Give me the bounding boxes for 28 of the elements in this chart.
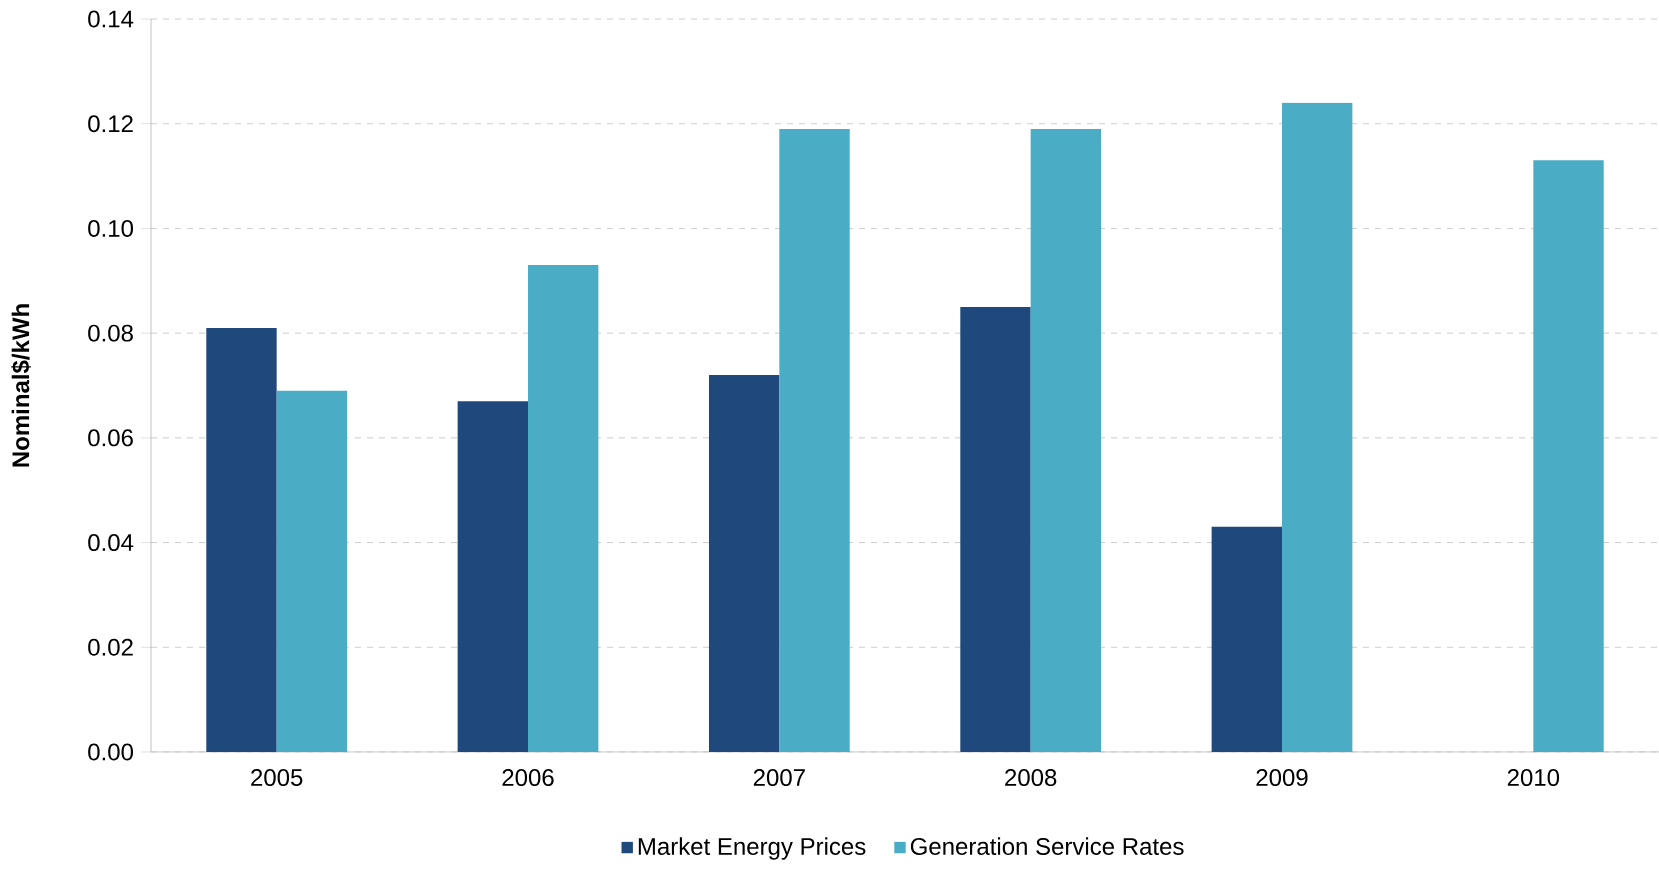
- y-tick-label: 0.02: [88, 638, 133, 656]
- bar: [276, 390, 348, 752]
- y-tick-label: 0.12: [88, 115, 133, 133]
- bar: [206, 327, 277, 752]
- bar: [708, 375, 780, 752]
- bar: [1282, 102, 1353, 752]
- x-tick-label: 2006: [502, 769, 554, 787]
- bar: [528, 265, 599, 752]
- bar: [960, 306, 1031, 752]
- y-tick-label: 0.14: [88, 10, 134, 28]
- bar: [1533, 160, 1604, 752]
- bar: [1211, 526, 1282, 752]
- y-axis-title: Nominal$/kWh: [11, 304, 31, 467]
- x-tick-label: 2008: [1005, 769, 1057, 787]
- y-tick-label: 0.10: [88, 219, 134, 237]
- legend-label: Market Energy Prices: [638, 837, 866, 860]
- y-tick-label: 0.08: [88, 324, 133, 342]
- y-tick-label: 0.00: [88, 743, 134, 761]
- x-tick-label: 2010: [1507, 769, 1560, 787]
- y-tick-label: 0.04: [88, 534, 134, 552]
- bar: [457, 401, 529, 752]
- x-tick-label: 2007: [753, 769, 805, 787]
- x-tick-label: 2005: [251, 769, 303, 787]
- legend-label: Generation Service Rates: [910, 837, 1184, 855]
- bar: [1030, 128, 1102, 752]
- x-tick-label: 2009: [1256, 769, 1308, 787]
- y-tick-label: 0.06: [88, 429, 133, 447]
- bar: [779, 128, 850, 752]
